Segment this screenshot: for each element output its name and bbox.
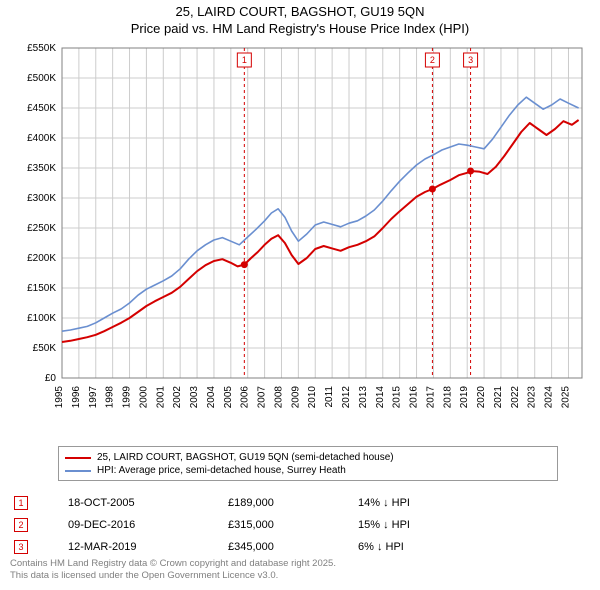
svg-text:2: 2 [430, 55, 435, 65]
event-row: 2 09-DEC-2016 £315,000 15% ↓ HPI [10, 514, 580, 536]
chart-area: £0 £50K £100K £150K £200K £250K £300K £350K £400… [12, 42, 588, 432]
svg-text:2022: 2022 [510, 386, 521, 409]
event-diff: 14% ↓ HPI [358, 497, 410, 509]
events-table: 1 18-OCT-2005 £189,000 14% ↓ HPI 2 09-DE… [10, 492, 580, 558]
svg-text:2011: 2011 [324, 386, 335, 408]
chart-title: 25, LAIRD COURT, BAGSHOT, GU19 5QN Price… [0, 0, 600, 38]
svg-text:2019: 2019 [459, 386, 470, 409]
title-line2: Price paid vs. HM Land Registry's House … [0, 21, 600, 38]
svg-text:1999: 1999 [122, 386, 133, 409]
svg-text:2008: 2008 [273, 386, 284, 409]
line-chart-svg: £0 £50K £100K £150K £200K £250K £300K £350K £400… [12, 42, 588, 432]
legend-label: HPI: Average price, semi-detached house,… [97, 465, 346, 476]
svg-text:2000: 2000 [138, 386, 149, 409]
svg-text:2009: 2009 [290, 386, 301, 409]
event-price: £345,000 [228, 541, 358, 553]
legend-swatch [65, 470, 91, 472]
title-line1: 25, LAIRD COURT, BAGSHOT, GU19 5QN [0, 4, 600, 21]
event-date: 18-OCT-2005 [68, 497, 228, 509]
svg-text:2010: 2010 [307, 386, 318, 409]
svg-text:2015: 2015 [392, 386, 403, 409]
event-marker-icon: 1 [14, 496, 28, 510]
footer-line1: Contains HM Land Registry data © Crown c… [10, 558, 336, 570]
legend-item: HPI: Average price, semi-detached house,… [65, 464, 551, 477]
footer: Contains HM Land Registry data © Crown c… [10, 558, 336, 582]
page: 25, LAIRD COURT, BAGSHOT, GU19 5QN Price… [0, 0, 600, 590]
svg-text:£100K: £100K [27, 313, 56, 324]
svg-text:2013: 2013 [358, 386, 369, 409]
svg-text:£300K: £300K [27, 193, 56, 204]
svg-text:£550K: £550K [27, 43, 56, 54]
svg-text:2024: 2024 [544, 386, 555, 409]
svg-text:2005: 2005 [223, 386, 234, 409]
event-row: 1 18-OCT-2005 £189,000 14% ↓ HPI [10, 492, 580, 514]
svg-text:2014: 2014 [375, 386, 386, 409]
svg-text:1998: 1998 [105, 386, 116, 409]
event-diff: 15% ↓ HPI [358, 519, 410, 531]
svg-text:3: 3 [468, 55, 473, 65]
svg-text:£200K: £200K [27, 253, 56, 264]
svg-text:2017: 2017 [425, 386, 436, 409]
svg-text:2004: 2004 [206, 386, 217, 409]
svg-text:2007: 2007 [257, 386, 268, 409]
event-price: £189,000 [228, 497, 358, 509]
svg-text:£0: £0 [45, 373, 57, 384]
svg-text:£50K: £50K [33, 343, 57, 354]
event-date: 09-DEC-2016 [68, 519, 228, 531]
event-marker-icon: 2 [14, 518, 28, 532]
svg-text:2025: 2025 [560, 386, 571, 409]
event-price: £315,000 [228, 519, 358, 531]
svg-text:£400K: £400K [27, 133, 56, 144]
svg-text:2018: 2018 [442, 386, 453, 409]
svg-text:£450K: £450K [27, 103, 56, 114]
svg-text:2003: 2003 [189, 386, 200, 409]
svg-text:1995: 1995 [54, 386, 65, 409]
svg-text:2023: 2023 [527, 386, 538, 409]
svg-text:1997: 1997 [88, 386, 99, 409]
footer-line2: This data is licensed under the Open Gov… [10, 570, 336, 582]
event-row: 3 12-MAR-2019 £345,000 6% ↓ HPI [10, 536, 580, 558]
svg-text:1996: 1996 [71, 386, 82, 409]
legend-label: 25, LAIRD COURT, BAGSHOT, GU19 5QN (semi… [97, 452, 394, 463]
svg-text:£500K: £500K [27, 73, 56, 84]
event-marker-icon: 3 [14, 540, 28, 554]
svg-text:2001: 2001 [155, 386, 166, 409]
svg-text:2006: 2006 [240, 386, 251, 409]
legend: 25, LAIRD COURT, BAGSHOT, GU19 5QN (semi… [58, 446, 558, 481]
svg-text:2016: 2016 [409, 386, 420, 409]
legend-item: 25, LAIRD COURT, BAGSHOT, GU19 5QN (semi… [65, 451, 551, 464]
event-date: 12-MAR-2019 [68, 541, 228, 553]
legend-swatch [65, 457, 91, 459]
svg-text:2020: 2020 [476, 386, 487, 409]
svg-text:£350K: £350K [27, 163, 56, 174]
svg-text:£250K: £250K [27, 223, 56, 234]
svg-text:1: 1 [242, 55, 247, 65]
svg-text:2002: 2002 [172, 386, 183, 409]
svg-text:£150K: £150K [27, 283, 56, 294]
event-diff: 6% ↓ HPI [358, 541, 404, 553]
svg-text:2012: 2012 [341, 386, 352, 409]
svg-text:2021: 2021 [493, 386, 504, 409]
